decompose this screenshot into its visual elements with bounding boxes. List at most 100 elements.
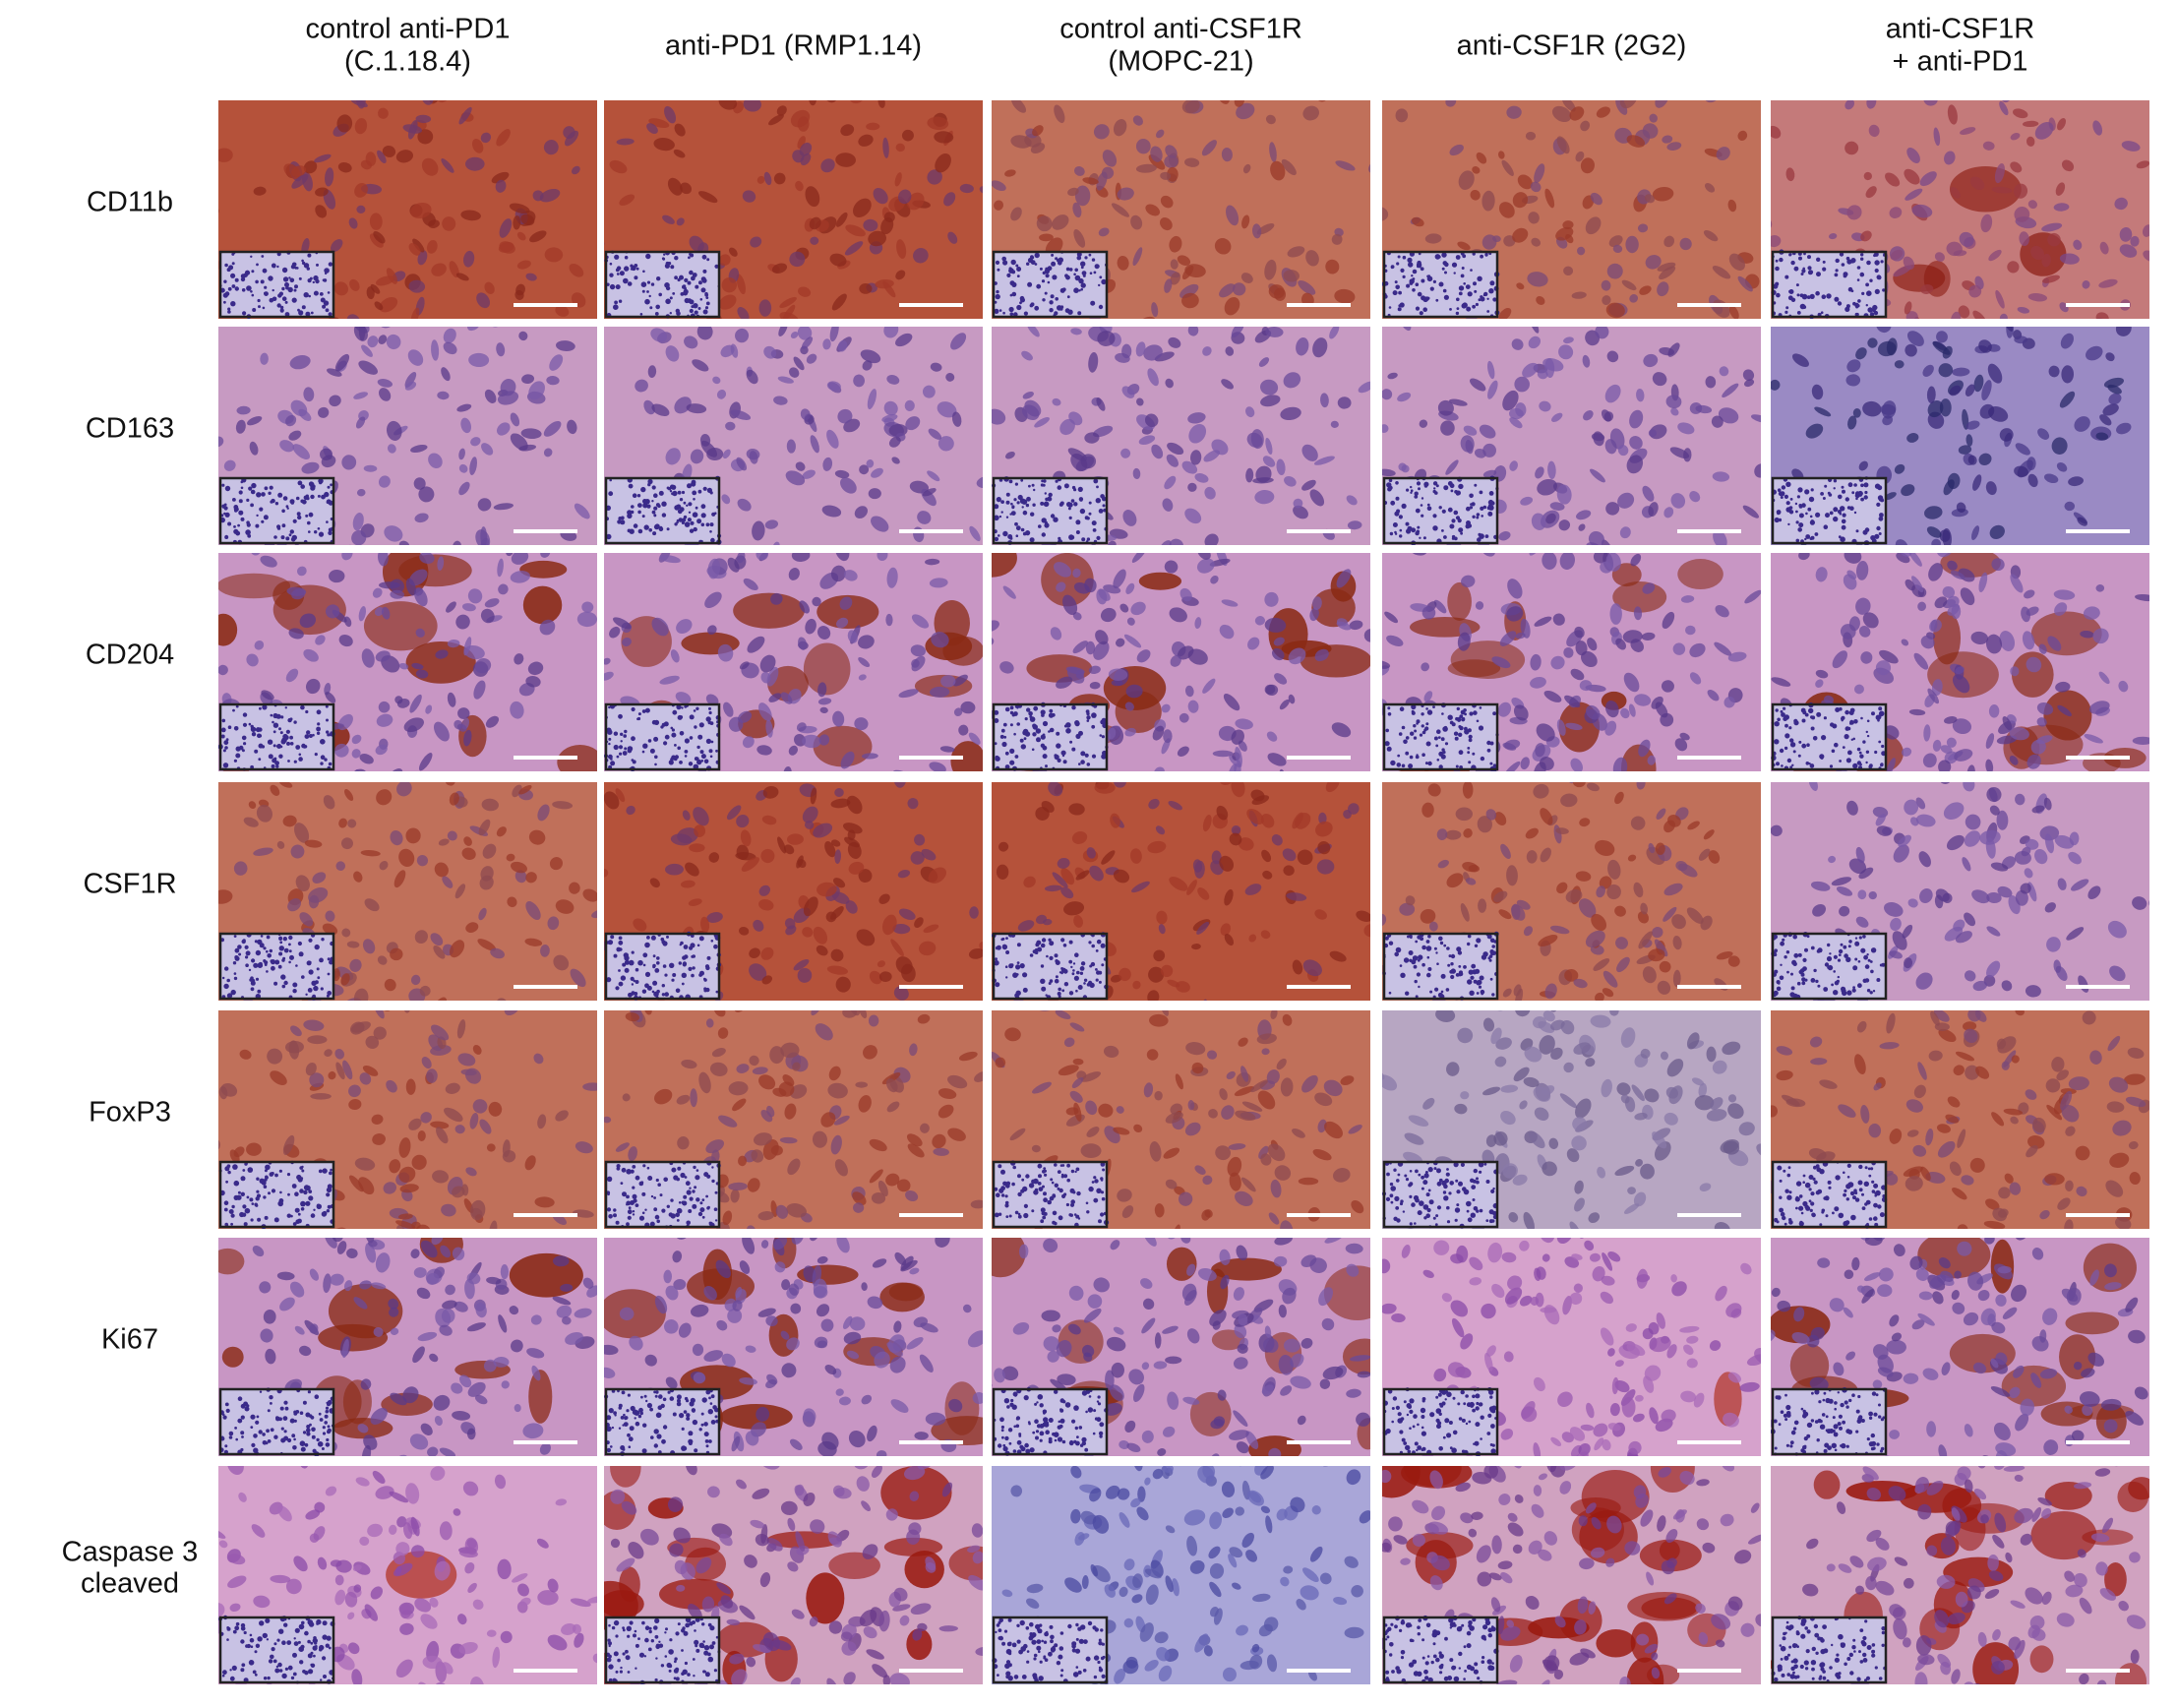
inset-cell [238, 510, 244, 516]
inset-cell [316, 709, 322, 715]
inset-cell [654, 762, 657, 766]
inset-cell [996, 945, 1001, 950]
inset-cell [628, 483, 634, 489]
inset-cell [696, 518, 702, 524]
nucleus [890, 939, 904, 957]
nucleus [1973, 374, 1984, 393]
nucleus [1994, 163, 2005, 184]
inset-cell [235, 530, 241, 536]
nucleus [1314, 909, 1327, 920]
nucleus [783, 77, 797, 96]
inset-cell [1401, 763, 1406, 768]
inset-cell [1860, 716, 1863, 720]
inset-cell [251, 482, 257, 489]
inset-cell [1054, 978, 1059, 984]
inset-cell [228, 265, 234, 271]
nucleus [514, 653, 524, 665]
inset-cell [664, 992, 669, 997]
inset-cell [1842, 513, 1846, 518]
nucleus [1111, 679, 1123, 687]
inset-cell [1398, 304, 1402, 308]
nucleus [911, 658, 920, 668]
nucleus [2027, 200, 2037, 210]
inset-cell [1027, 257, 1034, 264]
nucleus [952, 674, 968, 687]
inset-cell [1009, 748, 1015, 755]
nucleus [1525, 131, 1537, 141]
nucleus [261, 690, 274, 701]
nucleus [834, 553, 850, 562]
nucleus [1602, 539, 1614, 545]
inset-cell [1055, 960, 1060, 965]
nucleus [1846, 205, 1862, 220]
nucleus [1929, 619, 1942, 633]
nucleus [497, 391, 519, 405]
inset-cell [298, 310, 304, 316]
inset-cell [1798, 522, 1804, 528]
nucleus [1947, 104, 1958, 125]
inset-cell [1072, 969, 1075, 972]
nucleus [529, 230, 547, 243]
inset-cell [1060, 938, 1065, 943]
nucleus [430, 933, 444, 946]
inset-cell [257, 298, 261, 303]
micrograph-panel [218, 327, 597, 545]
nucleus [739, 661, 750, 670]
nucleus [1151, 444, 1164, 459]
inset-cell [705, 965, 710, 971]
inset-cell [1071, 972, 1075, 976]
inset-cell [682, 962, 687, 967]
inset-cell [671, 728, 676, 732]
inset-cell [293, 288, 297, 292]
nucleus [604, 940, 609, 951]
nucleus [649, 878, 660, 888]
inset-cell [1829, 764, 1834, 768]
nucleus [243, 817, 259, 827]
nucleus [801, 336, 814, 349]
inset-cell [1044, 522, 1050, 528]
inset-cell [1779, 748, 1784, 754]
inset-cell [1401, 503, 1407, 509]
inset-cell [262, 306, 266, 310]
nucleus [992, 408, 1006, 425]
nucleus [1617, 445, 1629, 457]
inset-cell [256, 263, 259, 267]
nucleus [1124, 727, 1136, 737]
nucleus [527, 661, 544, 676]
inset-cell [326, 730, 330, 734]
nucleus [1250, 429, 1264, 450]
nucleus [1143, 344, 1163, 361]
nucleus [881, 914, 897, 936]
nucleus [1932, 340, 1951, 355]
nucleus [1126, 617, 1135, 626]
nucleus [279, 782, 293, 788]
nucleus [411, 662, 424, 670]
inset-cell [1822, 497, 1826, 500]
inset-cell [608, 737, 612, 741]
nucleus [1267, 753, 1287, 766]
nucleus [1283, 865, 1295, 877]
nucleus [468, 352, 490, 368]
tissue [1382, 327, 1761, 545]
nucleus [892, 923, 911, 935]
nucleus [789, 367, 800, 378]
inset-cell [323, 278, 328, 282]
inset-cell [637, 510, 641, 515]
inset-cell [1040, 978, 1046, 984]
nucleus [779, 296, 797, 309]
nucleus [743, 100, 762, 112]
inset-cell [669, 312, 672, 315]
nucleus [1609, 67, 1619, 82]
inset-cell [678, 961, 682, 965]
nucleus [1623, 672, 1640, 693]
nucleus [1421, 605, 1436, 620]
inset-cell [1424, 762, 1428, 765]
nucleus [619, 194, 635, 206]
nucleus [758, 299, 772, 317]
nucleus [1860, 651, 1873, 664]
tissue [218, 327, 597, 545]
inset-cell [696, 745, 700, 750]
nucleus [1166, 454, 1179, 467]
nucleus [2054, 602, 2068, 616]
inset-cell [272, 720, 274, 724]
